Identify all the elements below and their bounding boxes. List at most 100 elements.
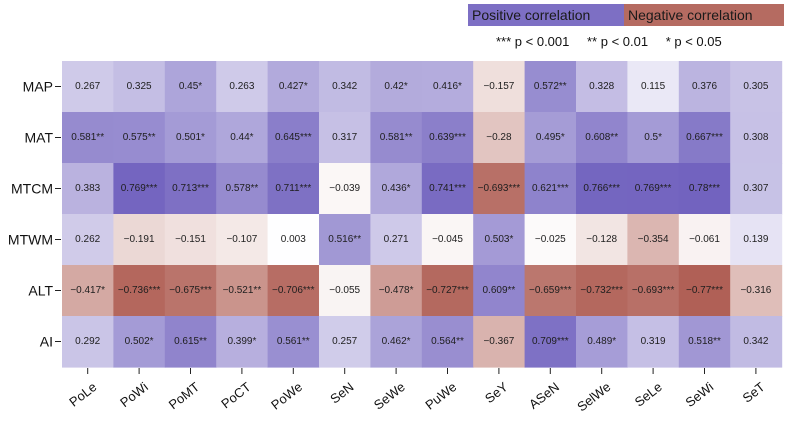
- row-label-MAT: MAT: [24, 130, 53, 146]
- cell-label-MAP-PoMT: 0.45*: [179, 81, 202, 92]
- heatmap-cell-MAP-SeN: [319, 61, 371, 113]
- cell-label-AI-SeLe: 0.319: [641, 336, 666, 347]
- cell-label-MAP-PoCT: 0.263: [229, 81, 254, 92]
- cell-label-MTCM-SeT: 0.307: [743, 183, 768, 194]
- heatmap-cell-MTWM-SelWe: [576, 214, 628, 266]
- cell-label-MTWM-SeWe: 0.271: [384, 234, 409, 245]
- col-label-SeY: SeY: [482, 379, 511, 406]
- heatmap-cell-MTWM-PuWe: [421, 214, 474, 266]
- cell-label-MTCM-SeWi: 0.78***: [689, 183, 720, 194]
- cell-label-MTWM-PoCT: −0.107: [226, 234, 257, 245]
- cell-label-MAT-SeT: 0.308: [743, 132, 768, 143]
- heatmap-cell-MAP-SelWe: [576, 61, 628, 113]
- col-label-SeT: SeT: [740, 379, 768, 406]
- sig-level-001: *** p < 0.001: [496, 34, 570, 49]
- heatmap-cell-ALT-SeY: [473, 265, 526, 317]
- heatmap-cell-MTCM-SeLe: [627, 163, 680, 215]
- cell-label-ALT-PoWe: −0.706***: [272, 285, 315, 296]
- cell-label-AI-PoWe: 0.561**: [277, 336, 310, 347]
- heatmap-cell-MTWM-PoWe: [267, 214, 320, 266]
- cell-label-MTWM-ASeN: −0.025: [535, 234, 566, 245]
- heatmap-cell-MTWM-SeWi: [678, 214, 731, 266]
- cell-label-MAP-SeN: 0.342: [332, 81, 357, 92]
- heatmap-cell-MTCM-ASeN: [524, 163, 577, 215]
- heatmap-cell-MTCM-SeWi: [678, 163, 731, 215]
- cell-label-AI-PoCT: 0.399*: [227, 336, 256, 347]
- cell-label-MAP-PuWe: 0.416*: [433, 81, 462, 92]
- heatmap-cell-ALT-SeWi: [678, 265, 731, 317]
- heatmap-cell-MTWM-ASeN: [524, 214, 577, 266]
- heatmap-cell-MTCM-SeT: [730, 163, 783, 215]
- row-label-MTCM: MTCM: [11, 181, 53, 197]
- cell-label-MAT-PoWi: 0.575**: [123, 132, 156, 143]
- cell-label-ALT-PoWi: −0.736***: [118, 285, 161, 296]
- cell-label-ALT-PuWe: −0.727***: [426, 285, 469, 296]
- heatmap-cell-AI-PuWe: [421, 316, 474, 368]
- heatmap-cell-MAT-SelWe: [576, 112, 628, 164]
- cell-label-ALT-SeN: −0.055: [329, 285, 360, 296]
- cell-label-ALT-SeY: 0.609**: [482, 285, 515, 296]
- cell-label-AI-SeWi: 0.518**: [688, 336, 721, 347]
- cell-label-MAP-PoWi: 0.325: [127, 81, 152, 92]
- heatmap-cell-MTWM-PoCT: [216, 214, 269, 266]
- heatmap-cell-AI-PoLe: [62, 316, 114, 368]
- col-label-PoWi: PoWi: [117, 379, 151, 410]
- legend-positive-label: Positive correlation: [472, 7, 591, 23]
- cell-label-MAT-SeN: 0.317: [332, 132, 357, 143]
- cell-label-MAT-SeWi: 0.667***: [686, 132, 723, 143]
- heatmap-cell-ALT-PuWe: [421, 265, 474, 317]
- heatmap-cell-MTWM-PoMT: [164, 214, 217, 266]
- cell-label-ALT-PoCT: −0.521**: [223, 285, 262, 296]
- row-label-ALT: ALT: [28, 283, 53, 299]
- cell-label-MAT-PuWe: 0.639***: [429, 132, 466, 143]
- heatmap-cell-MAP-ASeN: [524, 61, 577, 113]
- heatmap-cell-MAP-SeY: [473, 61, 526, 113]
- legend: Positive correlation Negative correlatio…: [468, 4, 788, 49]
- heatmap-cell-AI-SeWi: [678, 316, 731, 368]
- cell-label-MAT-PoWe: 0.645***: [275, 132, 312, 143]
- cell-label-MTCM-PoWi: 0.769***: [121, 183, 158, 194]
- heatmap-cell-MTWM-PoWi: [113, 214, 166, 266]
- heatmap-cell-ALT-ASeN: [524, 265, 577, 317]
- heatmap-cell-AI-SeY: [473, 316, 526, 368]
- legend-negative-label: Negative correlation: [628, 7, 753, 23]
- heatmap-cell-MAT-SeWe: [370, 112, 423, 164]
- heatmap-cell-MTCM-PoLe: [62, 163, 114, 215]
- col-label-SelWe: SelWe: [574, 379, 613, 414]
- heatmap-cell-MAP-PoCT: [216, 61, 269, 113]
- col-label-SeWi: SeWi: [683, 379, 717, 410]
- cell-label-MAP-SeLe: 0.115: [641, 81, 666, 92]
- heatmap-cell-MAT-ASeN: [524, 112, 577, 164]
- cell-label-MTWM-PuWe: −0.045: [432, 234, 463, 245]
- cell-label-MTCM-PoCT: 0.578**: [225, 183, 258, 194]
- heatmap-cell-MTCM-SelWe: [576, 163, 628, 215]
- cell-label-MAT-SeLe: 0.5*: [644, 132, 662, 143]
- heatmap-cell-MTWM-SeLe: [627, 214, 680, 266]
- row-label-MAP: MAP: [23, 79, 53, 95]
- cell-label-MTWM-SeT: 0.139: [743, 234, 768, 245]
- heatmap-cell-AI-SeN: [319, 316, 371, 368]
- cell-label-MTWM-SeN: 0.516**: [328, 234, 361, 245]
- col-label-ASeN: ASeN: [526, 379, 562, 412]
- heatmap-cell-MTCM-SeWe: [370, 163, 423, 215]
- cell-label-AI-PoMT: 0.615**: [174, 336, 207, 347]
- cell-label-MAT-SelWe: 0.608**: [585, 132, 618, 143]
- legend-positive: Positive correlation: [468, 4, 624, 26]
- col-label-PuWe: PuWe: [422, 379, 459, 412]
- heatmap-cell-MAT-SeT: [730, 112, 783, 164]
- heatmap-cell-MTCM-PoCT: [216, 163, 269, 215]
- heatmap-cell-MAP-SeLe: [627, 61, 680, 113]
- cell-label-MAP-SeT: 0.305: [743, 81, 768, 92]
- heatmap-cell-ALT-PoMT: [164, 265, 217, 317]
- cell-label-ALT-SeWe: −0.478*: [379, 285, 414, 296]
- heatmap-cell-MTWM-SeN: [319, 214, 371, 266]
- heatmap-cell-MTCM-PoWe: [267, 163, 320, 215]
- legend-negative: Negative correlation: [624, 4, 784, 26]
- heatmap-cell-MAT-SeN: [319, 112, 371, 164]
- cell-label-MTWM-PoWe: 0.003: [281, 234, 306, 245]
- cell-label-AI-SeY: −0.367: [483, 336, 514, 347]
- heatmap-cell-MAP-PoLe: [62, 61, 114, 113]
- cell-label-AI-ASeN: 0.709***: [532, 336, 569, 347]
- cell-label-AI-SeN: 0.257: [332, 336, 357, 347]
- heatmap-cell-MAP-SeWi: [678, 61, 731, 113]
